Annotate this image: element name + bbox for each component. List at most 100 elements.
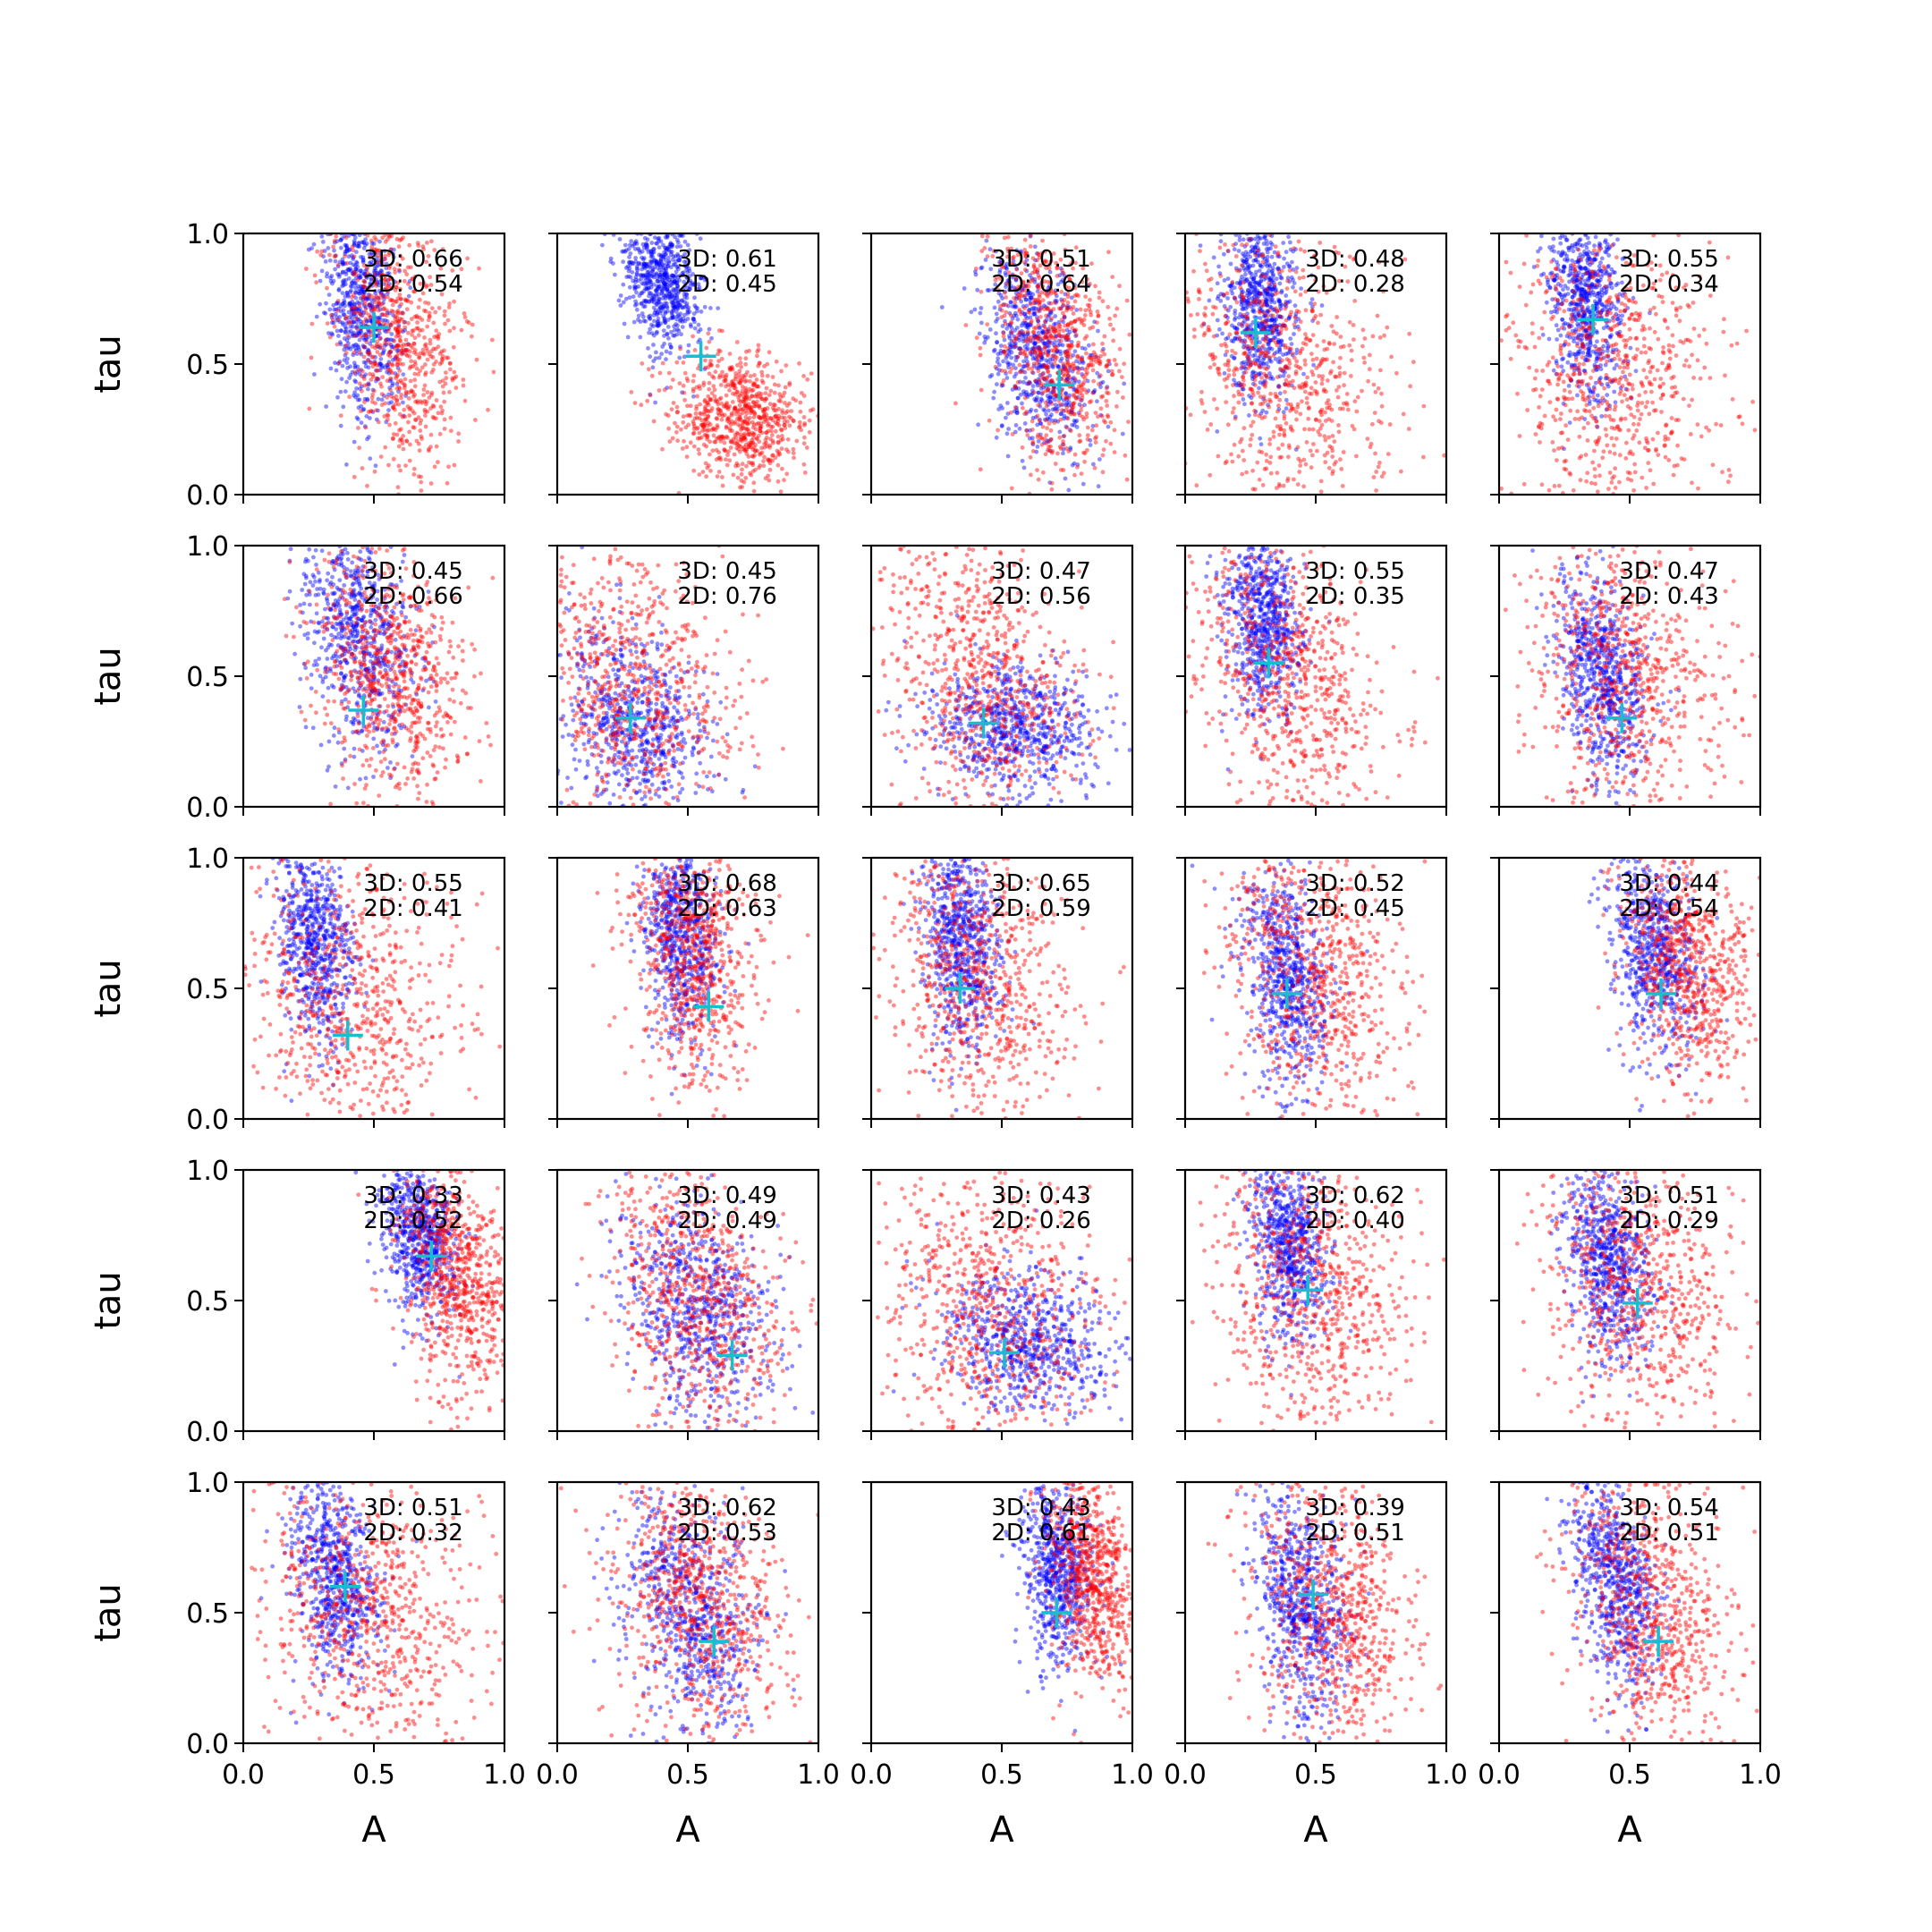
series-2d-point [1061, 361, 1066, 366]
series-3d-point [391, 338, 395, 343]
series-3d-point [1262, 235, 1267, 241]
series-3d-point [1032, 311, 1038, 317]
series-2d-point [1082, 451, 1088, 456]
series-2d-point [412, 289, 418, 294]
series-3d-point [1255, 250, 1259, 256]
series-2d-point [419, 318, 425, 322]
series-2d-point [742, 403, 748, 409]
series-3d-point [1258, 236, 1263, 241]
series-3d-point [359, 420, 364, 425]
series-2d-point [751, 480, 757, 486]
series-3d-point [343, 277, 349, 283]
series-2d-point [428, 481, 434, 486]
series-2d-point [410, 333, 414, 337]
series-3d-point [1085, 378, 1090, 384]
series-3d-point [1013, 423, 1019, 428]
series-2d-point [729, 379, 734, 385]
series-3d-point [623, 242, 628, 248]
series-2d-point [722, 447, 727, 453]
series-2d-point [1064, 350, 1069, 355]
series-2d-point [1008, 410, 1013, 415]
series-3d-point [1275, 339, 1281, 344]
series-3d-point [1053, 340, 1057, 344]
series-2d-point [1066, 410, 1072, 415]
series-2d-point [1080, 318, 1084, 324]
series-2d-point [1053, 328, 1058, 334]
series-2d-point [379, 263, 385, 267]
series-3d-point [1012, 374, 1017, 379]
series-2d-point [1264, 319, 1268, 324]
series-3d-point [1023, 297, 1029, 302]
series-3d-point [1243, 366, 1248, 371]
series-3d-point [1005, 401, 1010, 405]
series-3d-point [648, 316, 652, 321]
series-2d-point [1368, 441, 1374, 446]
series-3d-point [692, 319, 697, 325]
series-3d-point [1033, 335, 1038, 340]
series-2d-point [752, 449, 758, 453]
series-2d-point [685, 378, 691, 384]
series-3d-point [1012, 409, 1017, 414]
series-2d-point [740, 426, 745, 431]
series-3d-point [1024, 325, 1030, 330]
series-2d-point [758, 360, 762, 366]
series-3d-point [1238, 383, 1243, 388]
series-2d-point [1043, 319, 1047, 324]
series-2d-point [759, 445, 764, 451]
series-2d-point [1210, 354, 1215, 360]
series-3d-point [1061, 363, 1066, 369]
series-3d-point [645, 281, 649, 286]
series-2d-point [1058, 257, 1063, 262]
series-2d-point [749, 411, 753, 416]
series-2d-point [732, 408, 737, 413]
series-3d-point [1244, 293, 1250, 298]
series-2d-point [1053, 327, 1058, 333]
series-2d-point [1001, 350, 1006, 354]
series-3d-point [1059, 356, 1064, 361]
series-2d-point [717, 349, 723, 354]
series-2d-point [1048, 258, 1054, 264]
series-3d-point [391, 255, 396, 259]
series-3d-point [340, 269, 345, 275]
series-2d-point [387, 264, 393, 268]
series-2d-point [1005, 254, 1010, 259]
series-3d-point [672, 288, 676, 293]
series-3d-point [343, 250, 348, 254]
series-2d-point [1049, 379, 1054, 385]
series-2d-point [649, 373, 655, 378]
series-3d-point [354, 307, 360, 311]
series-3d-point [393, 371, 398, 376]
series-2d-point [978, 352, 983, 358]
series-2d-point [434, 444, 439, 449]
series-3d-point [345, 346, 350, 351]
series-3d-point [676, 298, 681, 303]
series-2d-point [741, 446, 745, 452]
series-3d-point [651, 313, 657, 318]
series-3d-point [1268, 300, 1274, 305]
series-2d-point [1099, 394, 1104, 400]
series-3d-point [1261, 242, 1267, 246]
series-3d-point [343, 269, 349, 275]
series-2d-point [1004, 295, 1008, 300]
series-2d-point [1295, 482, 1301, 487]
series-2d-point [423, 410, 428, 414]
series-3d-point [1025, 342, 1030, 347]
series-2d-point [783, 415, 787, 420]
series-2d-point [411, 425, 417, 430]
series-2d-point [771, 440, 775, 445]
series-3d-point [1289, 342, 1294, 346]
series-3d-point [670, 315, 675, 320]
series-2d-point [750, 409, 754, 414]
series-3d-point [312, 372, 317, 377]
series-2d-point [770, 433, 775, 437]
series-2d-point [1055, 451, 1060, 456]
series-2d-point [782, 419, 787, 424]
series-2d-point [1267, 442, 1272, 446]
series-3d-point [668, 241, 674, 246]
series-3d-point [646, 285, 651, 291]
series-3d-point [351, 272, 356, 276]
series-2d-point [1006, 249, 1011, 254]
series-3d-point [667, 275, 673, 280]
series-2d-point [385, 395, 390, 400]
series-2d-point [441, 390, 446, 395]
